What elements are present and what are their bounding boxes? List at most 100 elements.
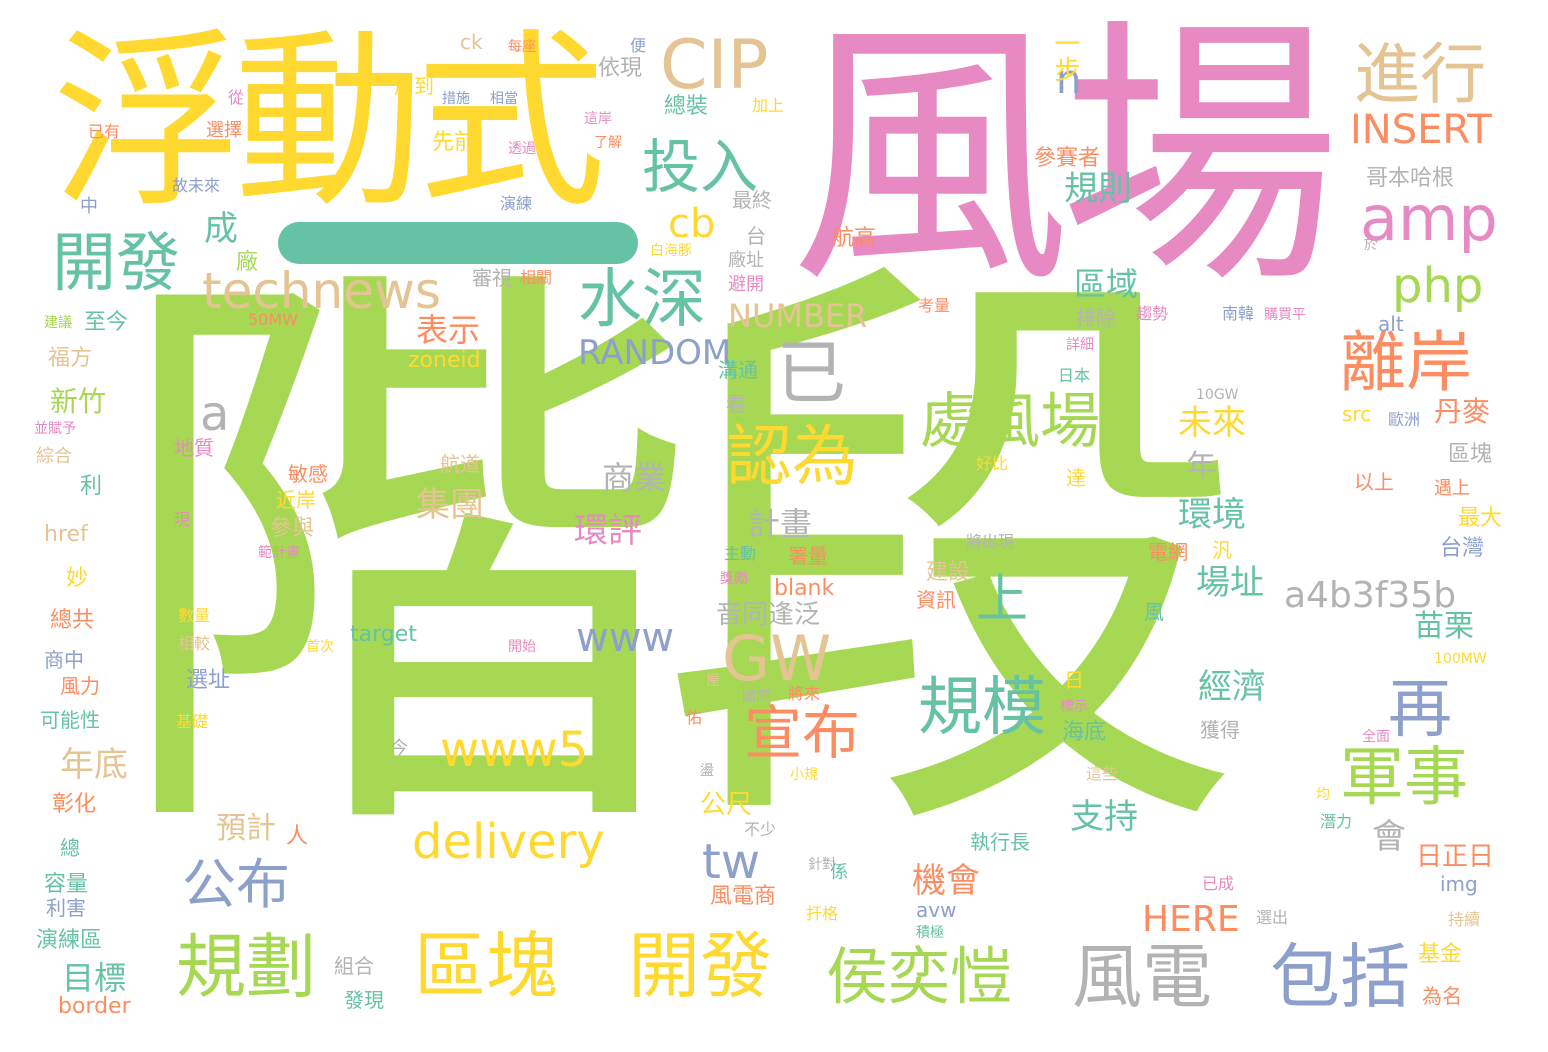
cloud-word: 最終	[732, 188, 772, 212]
cloud-word: 可能性	[40, 708, 100, 732]
cloud-word: 處風場	[920, 387, 1100, 457]
cloud-word: 持續	[1448, 910, 1481, 929]
cloud-word: 風電	[1072, 936, 1212, 1018]
cloud-word: 汎	[1212, 538, 1232, 562]
cloud-word: 避開	[728, 274, 764, 295]
cloud-word: 選出	[1256, 908, 1289, 927]
cloud-word: 公布	[182, 853, 290, 916]
cloud-word: 人	[286, 824, 309, 849]
cloud-word: 佑	[686, 708, 703, 727]
cloud-word: 福方	[48, 346, 93, 371]
cloud-word: 中	[80, 196, 98, 217]
cloud-word: 廠址	[728, 250, 764, 271]
cloud-word: 計畫	[748, 505, 813, 543]
cloud-word: src	[1342, 402, 1372, 426]
cloud-word: 針對	[808, 857, 836, 873]
cloud-word: 故未來	[172, 176, 221, 195]
cloud-word: 並賦予	[34, 421, 76, 437]
cloud-word: 獎勵	[720, 571, 748, 587]
cloud-word: 全面	[1362, 729, 1390, 745]
cloud-word: 日正日	[1416, 842, 1495, 872]
cloud-word: 趨勢	[1136, 304, 1169, 323]
cloud-word: 相關	[520, 268, 553, 287]
cloud-word: 支持	[1070, 797, 1138, 837]
cloud-word: 上	[976, 570, 1029, 630]
cloud-word: 年	[1186, 449, 1216, 484]
cloud-word: 日本	[1058, 366, 1091, 385]
cloud-word: php	[1392, 258, 1484, 314]
cloud-word: 總裝	[664, 94, 709, 119]
cloud-word: 南韓	[1222, 304, 1255, 323]
cloud-word: 集團	[416, 485, 484, 525]
cloud-word: 地質	[174, 436, 214, 460]
cloud-word: 加上	[752, 96, 785, 115]
cloud-word: CIP	[660, 26, 769, 105]
cloud-word: 積極	[916, 925, 944, 941]
cloud-word: 潛力	[1320, 812, 1353, 831]
cloud-word: n	[1056, 57, 1082, 103]
cloud-word: 從	[228, 88, 245, 107]
cloud-word: href	[44, 522, 88, 547]
cloud-word: 範計畫	[258, 545, 300, 561]
cloud-word: 已成	[1202, 874, 1235, 893]
cloud-word: INSERT	[1350, 107, 1492, 153]
cloud-word: 利害	[46, 896, 86, 920]
cloud-word: 達	[1066, 466, 1086, 490]
cloud-word: 資訊	[916, 588, 956, 612]
cloud-word: img	[1440, 872, 1478, 896]
cloud-word: 署量	[788, 544, 828, 568]
cloud-word: 投入	[642, 133, 759, 201]
cloud-word: 軍事	[1340, 741, 1468, 815]
cloud-word: a	[200, 386, 230, 442]
cloud-word: 公尺	[700, 790, 753, 820]
cloud-word: 風電商	[710, 884, 777, 909]
cloud-word: 組合	[334, 954, 374, 978]
cloud-word: 50MW	[248, 310, 298, 329]
cloud-word: 購買平	[1264, 307, 1306, 323]
cloud-word: 環評	[574, 511, 642, 551]
cloud-word: 包括	[1270, 936, 1410, 1018]
cloud-word: 係	[830, 862, 848, 883]
cloud-word: 用到	[394, 74, 434, 98]
cloud-word: 基礎	[176, 712, 209, 731]
cloud-word: 小規	[790, 767, 818, 783]
cloud-word: NUMBER	[728, 297, 868, 335]
cloud-word: 彰化	[52, 792, 97, 817]
cloud-word: 丹麥	[1434, 395, 1491, 428]
cloud-word: 為名	[1422, 984, 1462, 1008]
cloud-word: 日	[1064, 668, 1084, 692]
cloud-word: 宣布	[744, 699, 861, 767]
cloud-word: 以上	[1354, 470, 1394, 494]
cloud-word: 基金	[1418, 942, 1463, 967]
cloud-word: 一步	[1050, 30, 1080, 82]
cloud-word: GW	[722, 622, 832, 695]
cloud-word: 均	[1316, 787, 1330, 803]
cloud-word: 溝通	[718, 358, 758, 382]
cloud-word: ck	[460, 30, 483, 54]
cloud-word: 措施	[442, 91, 470, 107]
cloud-word: 機會	[912, 861, 980, 901]
cloud-word: 進行	[1354, 36, 1486, 113]
cloud-word: 已	[776, 332, 846, 414]
cloud-word: 目標	[62, 959, 127, 997]
cloud-word: 水深	[578, 263, 706, 337]
cloud-word: 綜合	[36, 446, 72, 467]
cloud-word: 10GW	[1196, 387, 1239, 403]
cloud-word: cb	[668, 201, 716, 247]
cloud-word: 未來	[1178, 403, 1246, 443]
cloud-word: 數量	[178, 606, 211, 625]
cloud-word: 相較	[178, 634, 211, 653]
cloud-word: delivery	[412, 814, 605, 870]
cloud-word: 苗栗	[1414, 609, 1474, 644]
cloud-word: alt	[1378, 312, 1404, 336]
cloud-word: 獲得	[1200, 718, 1240, 742]
cloud-word: 場址	[1196, 563, 1264, 603]
cloud-word: 選址	[186, 668, 231, 693]
cloud-word: 依現	[598, 56, 643, 81]
cloud-word: 容量	[44, 872, 89, 897]
cloud-word: www5	[440, 722, 589, 778]
cloud-word: 區塊	[414, 924, 559, 1008]
cloud-word: 音同逢泛	[716, 600, 821, 630]
cloud-word: 離岸	[1340, 324, 1472, 401]
